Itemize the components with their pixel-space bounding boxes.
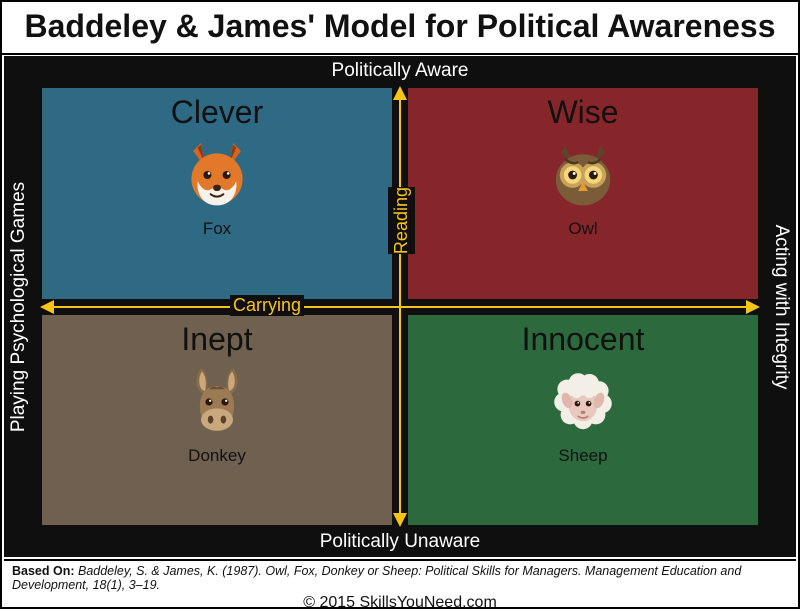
- quadrant-animal: Sheep: [558, 446, 607, 466]
- quadrant-animal: Owl: [568, 219, 597, 239]
- page-title: Baddeley & James' Model for Political Aw…: [2, 2, 798, 55]
- quadrant-wise: Wise Owl: [408, 88, 758, 299]
- horizontal-axis-label: Carrying: [230, 295, 304, 316]
- quadrant-diagram: Politically Aware Politically Unaware Pl…: [4, 56, 796, 557]
- quadrant-animal: Donkey: [188, 446, 246, 466]
- quadrant-animal: Fox: [203, 219, 231, 239]
- quadrant-innocent: Innocent: [408, 315, 758, 526]
- quadrant-title: Clever: [171, 94, 263, 131]
- quadrant-title: Wise: [547, 94, 618, 131]
- citation-prefix: Based On:: [12, 564, 75, 578]
- owl-icon: [543, 135, 623, 215]
- citation-text: Baddeley, S. & James, K. (1987). Owl, Fo…: [12, 564, 741, 592]
- quadrant-inept: Inept Donkey: [42, 315, 392, 526]
- citation: Based On: Baddeley, S. & James, K. (1987…: [4, 561, 796, 592]
- quadrant-title: Inept: [181, 321, 252, 358]
- arrowhead-down-icon: [393, 513, 407, 527]
- axis-label-bottom: Politically Unaware: [320, 531, 481, 553]
- quadrant-grid: Clever Fox Wise: [42, 88, 758, 525]
- vertical-axis: [399, 88, 401, 525]
- arrowhead-right-icon: [746, 300, 760, 314]
- quadrant-clever: Clever Fox: [42, 88, 392, 299]
- vertical-axis-label: Reading: [388, 187, 415, 254]
- sheep-icon: [543, 362, 623, 442]
- copyright: © 2015 SkillsYouNeed.com: [4, 592, 796, 612]
- quadrant-title: Innocent: [522, 321, 645, 358]
- axis-label-right: Acting with Integrity: [770, 224, 792, 389]
- footer: Based On: Baddeley, S. & James, K. (1987…: [4, 559, 796, 605]
- axis-label-left: Playing Psychological Games: [8, 181, 30, 431]
- model-frame: Baddeley & James' Model for Political Aw…: [0, 0, 800, 609]
- arrowhead-left-icon: [40, 300, 54, 314]
- fox-icon: [177, 135, 257, 215]
- donkey-icon: [177, 362, 257, 442]
- arrowhead-up-icon: [393, 86, 407, 100]
- axis-label-top: Politically Aware: [332, 60, 469, 82]
